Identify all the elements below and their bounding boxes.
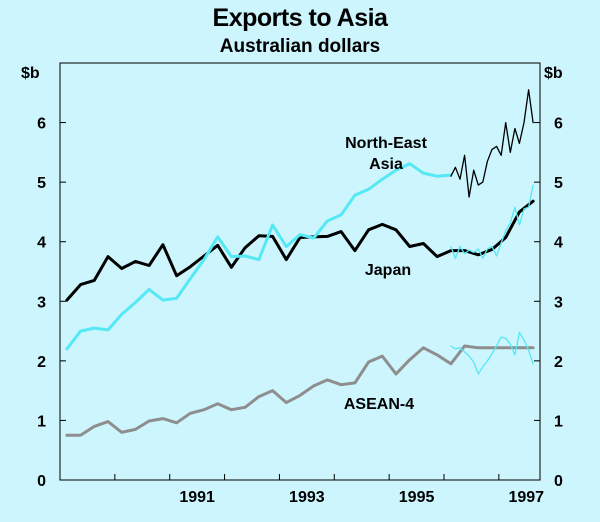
y-ticks-left: 0 1 2 3 4 5 6 [37, 116, 66, 490]
x-ticks: 1991 1993 1995 1997 [59, 474, 544, 506]
y-tick-label-left: 2 [37, 354, 46, 371]
series-line-asean-4-monthly [450, 331, 534, 375]
y-tick-label-right: 2 [554, 354, 563, 371]
y-tick-label-left: 6 [37, 116, 46, 133]
series-lines [65, 89, 535, 437]
chart-title: Exports to Asia [212, 4, 388, 32]
y-tick-label-left: 5 [37, 175, 46, 192]
y-tick-label-right: 6 [554, 116, 563, 133]
y-tick-label-left: 0 [37, 473, 46, 490]
y-tick-label-left: 3 [37, 294, 46, 311]
x-tick-label: 1997 [508, 489, 544, 506]
annotation-asean-4: ASEAN-4 [344, 396, 414, 413]
y-tick-label-left: 4 [37, 235, 46, 252]
y-tick-label-left: 1 [37, 413, 46, 430]
annotation-asia: Asia [369, 156, 403, 173]
annotation-north-east: North-East [345, 135, 427, 152]
y-axis-label-right: $b [544, 65, 563, 82]
plot-frame [59, 62, 541, 481]
y-axis-label-left: $b [21, 65, 40, 82]
annotation-japan: Japan [365, 262, 411, 279]
y-tick-label-right: 3 [554, 294, 563, 311]
x-tick-label: 1991 [179, 489, 215, 506]
series-line-japan [65, 199, 535, 302]
series-line-asean-4 [65, 344, 535, 437]
y-tick-label-right: 0 [554, 473, 563, 490]
series-line-north-east-asia-monthly [450, 89, 534, 198]
y-tick-label-right: 4 [554, 235, 563, 252]
series-line-japan-monthly [450, 184, 534, 260]
y-ticks-right: 0 1 2 3 4 5 6 [534, 116, 563, 490]
y-tick-label-right: 5 [554, 175, 563, 192]
chart-subtitle: Australian dollars [219, 36, 381, 57]
x-tick-label: 1995 [399, 489, 435, 506]
series-line-north-east-asia [65, 162, 453, 351]
x-tick-label: 1993 [289, 489, 325, 506]
y-tick-label-right: 1 [554, 413, 563, 430]
